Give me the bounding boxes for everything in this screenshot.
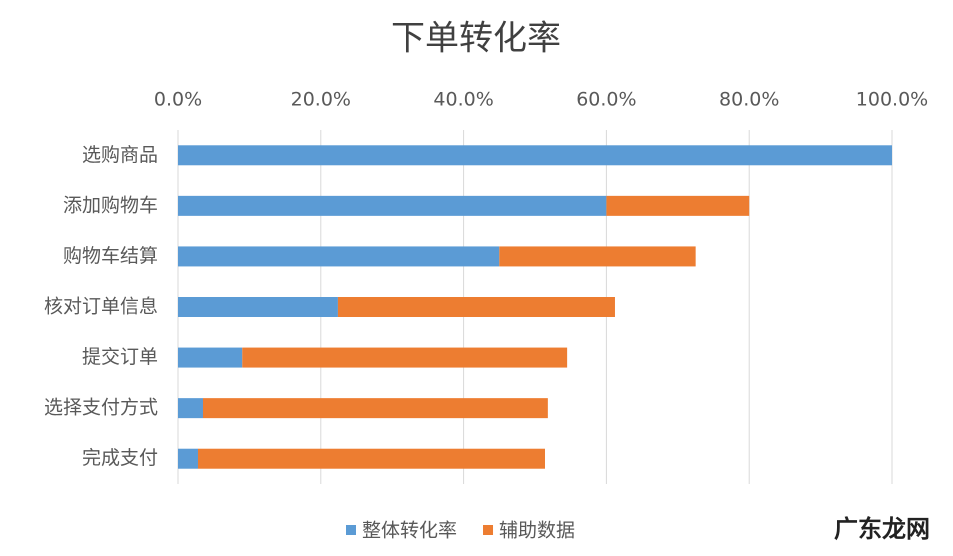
bar-segment <box>242 347 568 368</box>
bar-segment <box>202 398 548 419</box>
bar-segment <box>606 195 750 216</box>
watermark: 广东龙网 <box>834 515 930 543</box>
bar-segment <box>337 297 615 317</box>
legend-label: 整体转化率 <box>362 520 457 542</box>
y-tick-label: 完成支付 <box>82 447 158 469</box>
bar-segment <box>178 246 500 267</box>
bar-segment <box>499 246 696 267</box>
bar-segment <box>178 347 243 368</box>
bar-segment <box>178 145 892 166</box>
bar-segment <box>178 195 607 216</box>
x-tick-label: 60.0% <box>576 89 636 111</box>
y-tick-label: 购物车结算 <box>63 245 158 267</box>
legend-swatch <box>483 525 494 535</box>
bar-segment <box>178 448 198 469</box>
x-tick-label: 40.0% <box>433 89 493 111</box>
x-tick-label: 100.0% <box>856 89 928 111</box>
y-tick-label: 选购商品 <box>82 144 158 166</box>
x-tick-label: 80.0% <box>719 89 779 111</box>
y-tick-label: 提交订单 <box>82 346 158 368</box>
y-tick-label: 核对订单信息 <box>44 296 158 318</box>
y-tick-label: 添加购物车 <box>63 194 158 216</box>
legend-swatch <box>346 525 356 535</box>
x-tick-label: 0.0% <box>154 89 202 111</box>
chart-title: 下单转化率 <box>391 19 561 59</box>
bar-segment <box>197 448 545 469</box>
bar-segment <box>178 398 203 419</box>
y-tick-label: 选择支付方式 <box>44 397 158 419</box>
bar-segment <box>178 297 338 317</box>
legend-label: 辅助数据 <box>499 520 575 542</box>
x-tick-label: 20.0% <box>291 89 351 111</box>
